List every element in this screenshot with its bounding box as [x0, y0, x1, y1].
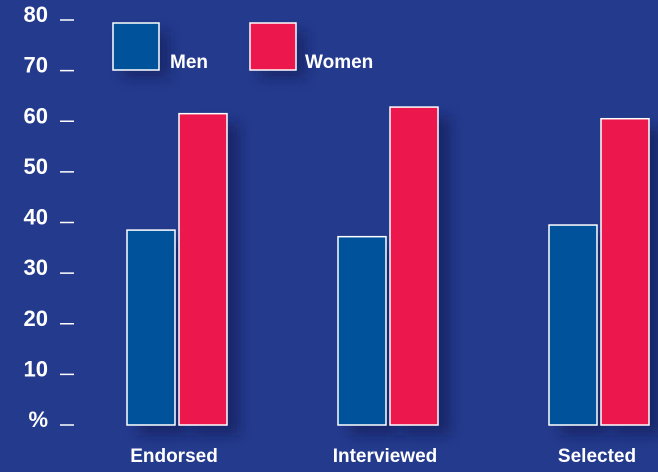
bar-men-interviewed [337, 235, 387, 426]
x-axis: Endorsed Interviewed Selected [130, 446, 636, 467]
x-category-label: Interviewed [333, 446, 438, 467]
y-tick-label: 30 [24, 255, 48, 280]
bar-women-selected [600, 117, 650, 426]
x-category-label: Endorsed [130, 446, 218, 467]
y-tick-label: 50 [24, 154, 48, 179]
legend-label-men: Men [170, 52, 208, 73]
y-tick-label: 80 [24, 2, 48, 27]
x-category-label: Selected [558, 446, 636, 467]
bar-women-endorsed [178, 112, 228, 426]
bar-women-interviewed [389, 106, 439, 426]
y-tick-label: 10 [24, 356, 48, 381]
y-tick-label: 20 [24, 306, 48, 331]
legend-swatch-men [112, 22, 160, 71]
legend-swatch-women [249, 22, 297, 71]
bars [126, 106, 650, 426]
y-axis: % 10 20 30 40 50 60 70 80 [24, 2, 74, 432]
y-tick-label: % [28, 407, 48, 432]
bar-men-selected [548, 224, 598, 426]
y-tick-label: 60 [24, 103, 48, 128]
y-tick-label: 40 [24, 205, 48, 230]
legend: Men Women [112, 22, 373, 78]
legend-label-women: Women [305, 52, 373, 73]
bar-men-endorsed [126, 229, 176, 426]
y-tick-label: 70 [24, 53, 48, 78]
